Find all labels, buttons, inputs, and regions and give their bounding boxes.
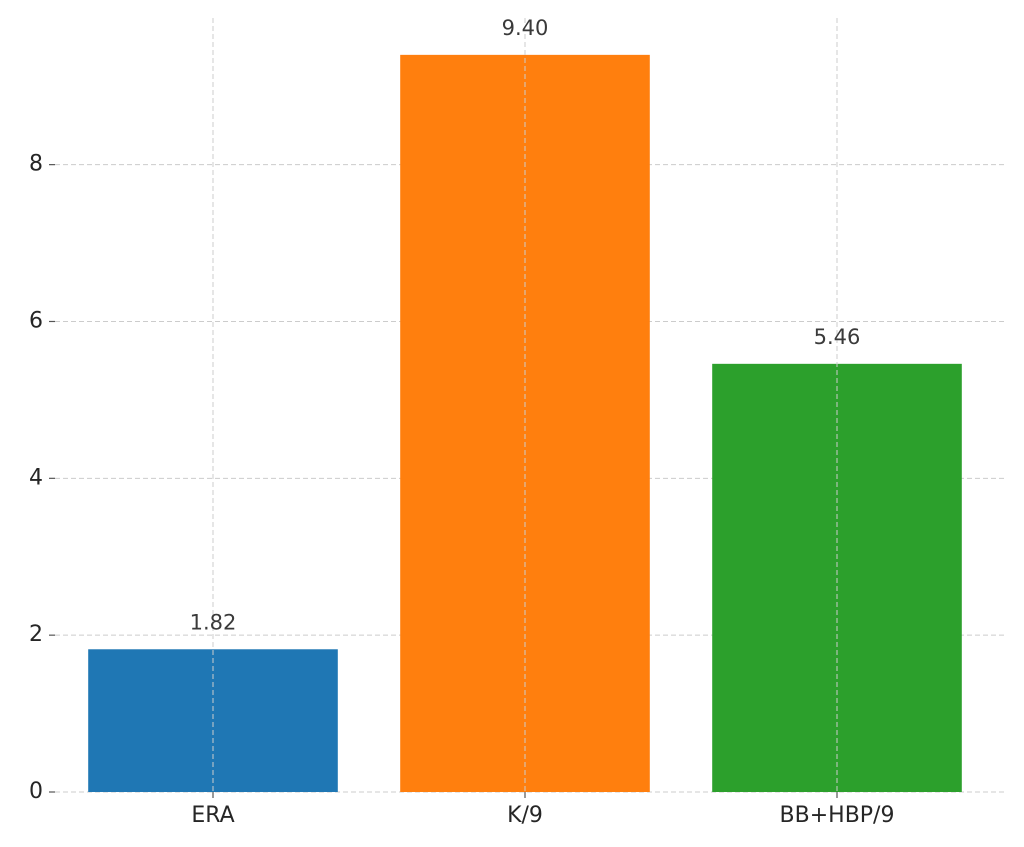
y-tick-label: 4 <box>29 465 43 490</box>
y-tick-label: 8 <box>29 152 43 177</box>
x-tick-label: K/9 <box>507 803 543 828</box>
value-label: 9.40 <box>502 16 549 40</box>
value-label: 5.46 <box>814 325 861 349</box>
y-tick-label: 6 <box>29 308 43 333</box>
bar <box>88 649 338 792</box>
y-tick-label: 2 <box>29 622 43 647</box>
y-tick-label: 0 <box>29 779 43 804</box>
x-tick-label: ERA <box>191 803 234 828</box>
x-tick-label: BB+HBP/9 <box>780 803 895 828</box>
value-label: 1.82 <box>190 610 237 634</box>
